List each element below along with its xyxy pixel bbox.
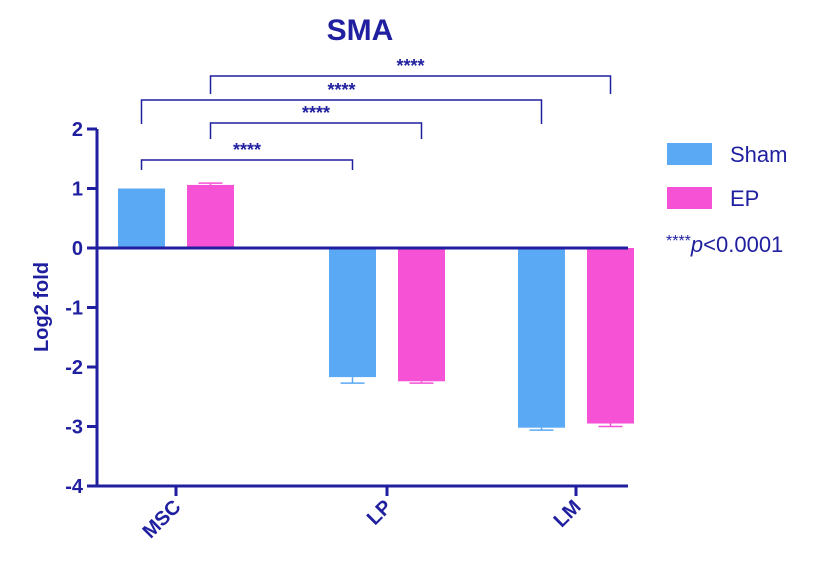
y-tick-label: 2 [72, 119, 83, 141]
legend: Sham EP ****p<0.0001 [666, 142, 787, 257]
significance-bracket [209, 75, 612, 94]
bars [118, 182, 634, 431]
x-tick-label-msc: MSC [139, 496, 186, 543]
bar-ep-msc [187, 184, 234, 248]
x-tick-label-lm: LM [550, 496, 586, 532]
significance-label: **** [233, 140, 261, 160]
y-tick-label: -3 [65, 417, 83, 439]
bar-ep-lp [398, 248, 445, 382]
y-tick-label: -4 [65, 476, 84, 498]
y-tick-label: 1 [72, 179, 83, 201]
x-tick-label-lp: LP [363, 496, 397, 530]
legend-label-ep: EP [730, 186, 759, 211]
legend-swatch-ep [667, 187, 712, 209]
significance-label: **** [396, 56, 424, 76]
bar-ep-lm [587, 248, 634, 424]
significance-brackets: **** **** **** **** [140, 56, 612, 170]
significance-bracket [209, 122, 423, 139]
y-tick-label: 0 [72, 238, 83, 260]
bar-sham-lm [518, 248, 565, 428]
significance-note: ****p<0.0001 [666, 232, 783, 257]
y-tick-label: -1 [65, 298, 83, 320]
y-axis-title: Log2 fold [31, 262, 53, 352]
chart-title: SMA [327, 14, 394, 47]
legend-swatch-sham [667, 143, 712, 165]
bar-sham-lp [329, 248, 376, 378]
bar-sham-msc [118, 188, 165, 248]
note-p: p [690, 232, 703, 257]
significance-bracket [140, 159, 354, 170]
note-threshold: <0.0001 [703, 232, 783, 257]
y-tick-label: -2 [65, 357, 83, 379]
significance-bracket [140, 99, 543, 124]
note-stars: **** [666, 233, 691, 250]
legend-label-sham: Sham [730, 142, 787, 167]
significance-label: **** [302, 103, 330, 123]
significance-label: **** [327, 80, 355, 100]
